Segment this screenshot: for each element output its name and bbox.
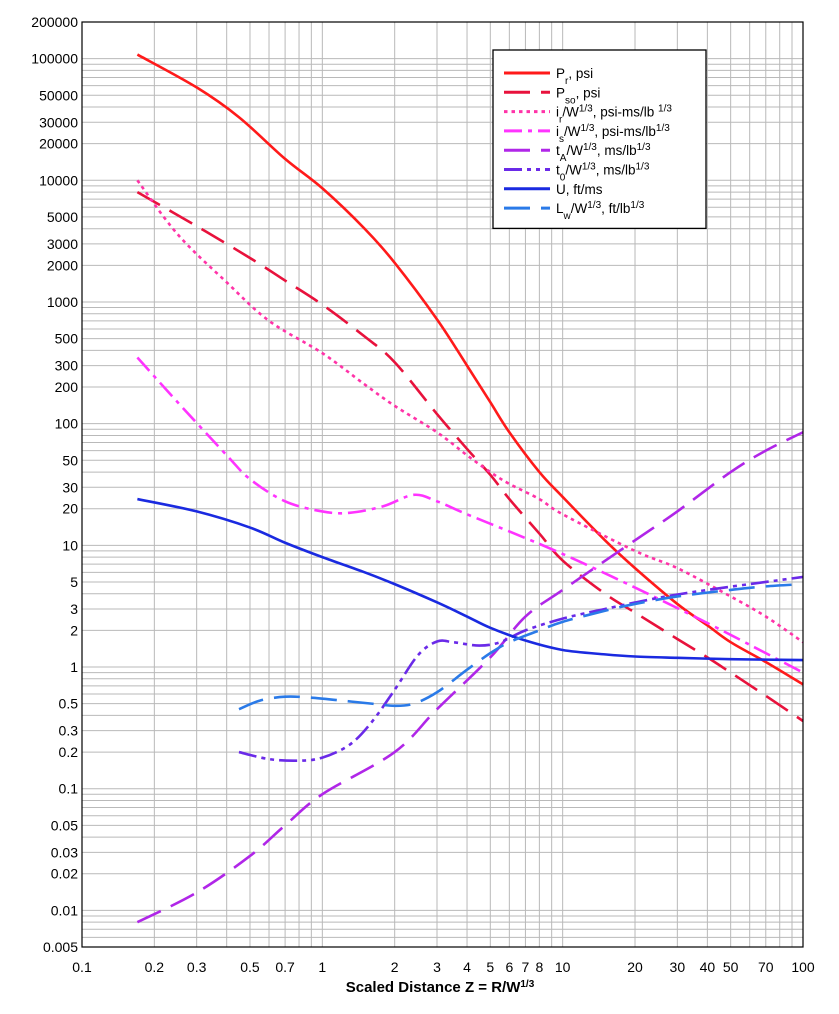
legend-label-to: t0/W1/3, ms/lb1/3 (556, 161, 650, 183)
y-tick-label: 0.5 (59, 696, 79, 712)
legend-box (492, 49, 707, 230)
x-tick-label: 0.2 (145, 959, 165, 975)
x-tick-label: 6 (505, 959, 513, 975)
y-tick-label: 3 (70, 601, 78, 617)
y-tick-label: 5 (70, 574, 78, 590)
grid (82, 22, 803, 947)
y-tick-label: 0.02 (51, 866, 78, 882)
y-tick-label: 200000 (31, 14, 78, 30)
y-tick-label: 0.1 (59, 781, 79, 797)
legend-label-is: is/W1/3, psi-ms/lb1/3 (556, 122, 670, 144)
y-tick-label: 2 (70, 622, 78, 638)
y-tick-label: 30 (62, 479, 78, 495)
x-tick-label: 0.5 (240, 959, 260, 975)
x-axis-label-main: Scaled Distance Z = R/W (346, 979, 521, 996)
y-tick-label: 100 (55, 416, 79, 432)
x-tick-label: 0.1 (72, 959, 92, 975)
legend-label-pr: Pr, psi (556, 66, 593, 87)
series-line-to (238, 575, 804, 763)
y-tick-label: 3000 (47, 236, 78, 252)
legend-label-u: U, ft/ms (556, 182, 603, 197)
y-tick-label: 0.005 (43, 939, 78, 955)
x-tick-label: 40 (700, 959, 716, 975)
tick-labels: 0.1 0.2 0.3 0.5 0.7 1 2 3 4 5 6 7 8 10 20 30 40 50 70 10020… (31, 14, 815, 975)
series-line-u (137, 497, 804, 662)
x-tick-label: 20 (627, 959, 643, 975)
y-tick-label: 100000 (31, 51, 78, 67)
y-tick-label: 10000 (39, 172, 78, 188)
legend-label-lw: Lw/W1/3, ft/lb1/3 (556, 200, 645, 222)
x-tick-label: 5 (486, 959, 494, 975)
y-tick-label: 20 (62, 501, 78, 517)
x-tick-label: 10 (555, 959, 571, 975)
x-tick-label: 100 (791, 959, 815, 975)
y-tick-label: 50000 (39, 87, 78, 103)
series-lines (136, 53, 804, 924)
y-tick-label: 0.2 (59, 744, 79, 760)
y-tick-label: 0.3 (59, 723, 79, 739)
series-line-pso (136, 190, 804, 723)
legend-label-ir: ir/W1/3, psi-ms/lb 1/3 (556, 103, 672, 125)
y-tick-label: 300 (55, 358, 79, 374)
y-tick-label: 0.03 (51, 844, 78, 860)
y-tick-label: 5000 (47, 209, 78, 225)
y-tick-label: 200 (55, 379, 79, 395)
y-tick-label: 10 (62, 537, 78, 553)
y-tick-label: 30000 (39, 114, 78, 130)
y-tick-label: 0.01 (51, 902, 78, 918)
x-tick-label: 0.3 (187, 959, 207, 975)
plot-frame (81, 21, 804, 948)
x-tick-label: 8 (535, 959, 543, 975)
series-line-lw (238, 582, 804, 711)
y-tick-label: 1 (70, 659, 78, 675)
x-axis-label-sup: 1/3 (520, 979, 534, 990)
y-tick-label: 2000 (47, 257, 78, 273)
x-tick-label: 4 (463, 959, 471, 975)
series-line-pr (136, 53, 804, 686)
legend-label-ta: tA/W1/3, ms/lb1/3 (556, 142, 651, 164)
y-tick-label: 20000 (39, 136, 78, 152)
series-line-ta (136, 431, 804, 924)
y-tick-label: 0.05 (51, 817, 78, 833)
x-tick-label: 30 (670, 959, 686, 975)
x-tick-label: 1 (318, 959, 326, 975)
y-tick-label: 50 (62, 452, 78, 468)
x-axis-label: Scaled Distance Z = R/W1/3 (346, 979, 535, 997)
x-tick-label: 3 (433, 959, 441, 975)
axes (81, 21, 804, 948)
y-tick-label: 1000 (47, 294, 78, 310)
x-tick-label: 0.7 (275, 959, 295, 975)
x-tick-label: 7 (522, 959, 530, 975)
x-tick-label: 50 (723, 959, 739, 975)
x-tick-label: 70 (758, 959, 774, 975)
legend-label-pso: Pso, psi (556, 85, 600, 106)
x-tick-label: 2 (391, 959, 399, 975)
y-tick-label: 500 (55, 331, 79, 347)
series-line-is (136, 356, 804, 674)
